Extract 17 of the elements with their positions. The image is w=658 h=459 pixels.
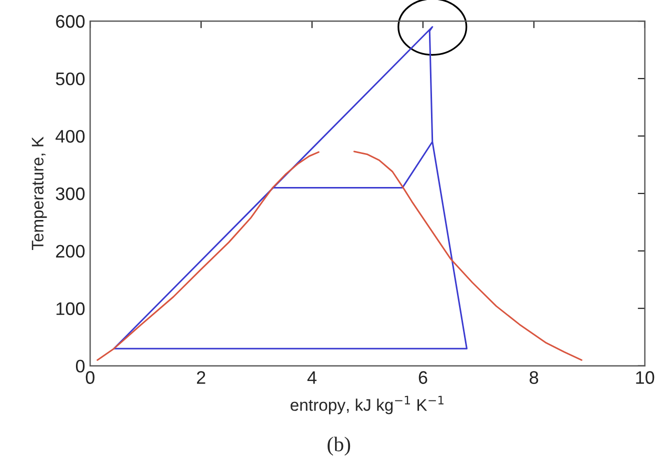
y-tick-label: 500 [56,72,85,86]
y-tick-label: 600 [56,15,85,28]
y-tick-label: 200 [56,244,85,258]
x-axis-title: entropy, kJ kg$^{−1}$ K$^{−1}$ [290,396,444,414]
y-tick-label: 300 [56,187,85,200]
x-tick-label: 0 [86,371,94,384]
text: (b) [328,436,350,456]
y-tick-label: 400 [56,130,85,143]
line-series [113,26,468,350]
x-tick-label: 10 [636,371,654,384]
x-tick-label: 6 [418,371,428,384]
x-tick-label: 2 [196,371,206,384]
y-tick-label: 0 [76,360,85,373]
x-tick-label: 8 [530,371,538,384]
y-axis-title: Temperature, K [32,136,47,250]
x-tick-label: 4 [307,371,317,384]
y-tick-label: 100 [56,302,85,316]
